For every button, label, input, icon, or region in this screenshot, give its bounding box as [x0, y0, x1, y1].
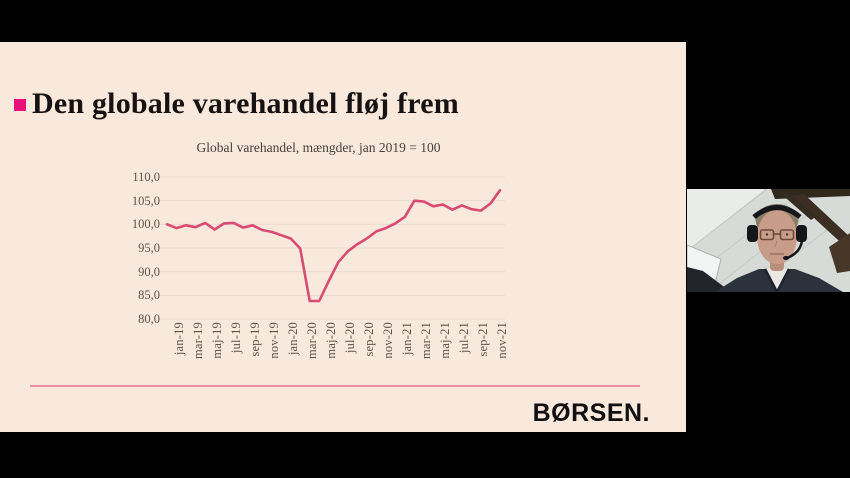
y-tick-label: 80,0 — [138, 312, 160, 326]
x-tick-label: sep-20 — [362, 322, 377, 357]
y-tick-label: 85,0 — [138, 288, 160, 303]
nose — [774, 240, 778, 248]
x-tick-label: nov-21 — [495, 322, 510, 359]
y-tick-label: 100,0 — [131, 217, 160, 232]
x-tick-label: mar-20 — [305, 322, 320, 360]
plot-svg — [158, 176, 505, 320]
chart-title: Global varehandel, mængder, jan 2019 = 1… — [196, 140, 441, 155]
wood-beam — [779, 191, 817, 220]
x-tick-label: jan-19 — [172, 322, 186, 356]
x-tick-label: mar-21 — [419, 322, 434, 360]
line-chart: Global varehandel, mængder, jan 2019 = 1… — [115, 132, 515, 382]
x-tick-label: jul-21 — [457, 322, 472, 354]
x-tick-label: nov-20 — [381, 322, 396, 359]
x-tick-label: jan-20 — [286, 322, 301, 356]
slide-title: Den globale varehandel fløj frem — [32, 87, 459, 120]
x-tick-label: maj-21 — [438, 322, 453, 359]
headset-earcup — [796, 225, 807, 242]
x-tick-label: sep-19 — [248, 322, 263, 357]
shirt — [765, 269, 789, 292]
eye — [785, 233, 789, 236]
y-tick-label: 110,0 — [132, 170, 160, 184]
jacket-lapel — [775, 268, 791, 292]
presenter-webcam-scene — [687, 189, 850, 292]
footer-divider-line — [30, 385, 640, 387]
title-bullet-square — [14, 99, 26, 111]
y-tick-label: 90,0 — [138, 264, 160, 279]
y-tick-label: 95,0 — [138, 241, 160, 255]
x-tick-label: nov-19 — [267, 322, 282, 359]
x-tick-label: jul-20 — [343, 322, 358, 354]
x-tick-label: jul-19 — [229, 322, 244, 354]
jacket-lapel — [763, 268, 779, 292]
x-tick-label: maj-19 — [210, 322, 225, 359]
x-tick-label: sep-21 — [476, 322, 491, 357]
x-tick-label: mar-19 — [191, 322, 206, 360]
eye — [765, 233, 769, 236]
headset-band — [752, 205, 802, 219]
wood-beam — [829, 233, 850, 273]
borsen-logo: BØRSEN. — [532, 399, 650, 427]
x-tick-label: jan-21 — [400, 322, 415, 356]
headset-mic — [783, 256, 789, 260]
presentation-slide: Den globale varehandel fløj frem Global … — [0, 42, 686, 432]
headset-earcup — [747, 225, 758, 242]
presenter-webcam-video — [687, 189, 850, 292]
chair-shadow — [687, 267, 731, 292]
face — [757, 210, 797, 264]
x-tick-label: maj-20 — [324, 322, 339, 359]
y-tick-label: 105,0 — [131, 193, 160, 208]
headset-mic-boom — [786, 240, 804, 260]
